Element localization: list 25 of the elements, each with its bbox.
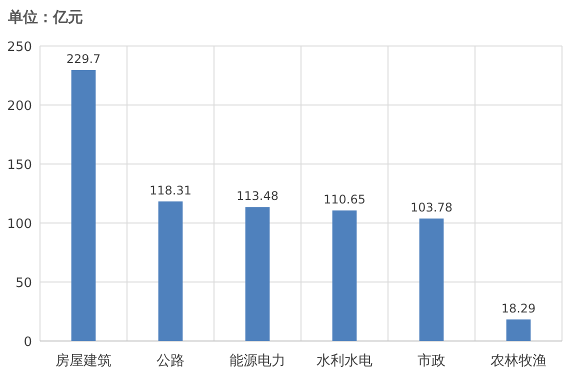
data-label: 113.48 bbox=[236, 189, 278, 204]
y-tick-label: 0 bbox=[24, 335, 32, 350]
bar bbox=[158, 201, 183, 341]
bar bbox=[506, 319, 531, 341]
data-label: 229.7 bbox=[66, 52, 101, 66]
x-tick-label: 市政 bbox=[418, 353, 446, 369]
y-tick-label: 50 bbox=[15, 276, 32, 291]
bar bbox=[332, 210, 357, 341]
y-tick-label: 250 bbox=[7, 40, 32, 55]
bar bbox=[419, 218, 444, 341]
data-label: 110.65 bbox=[324, 192, 366, 206]
y-tick-label: 150 bbox=[7, 158, 32, 173]
y-tick-label: 200 bbox=[7, 99, 32, 114]
data-label: 18.29 bbox=[501, 301, 536, 316]
x-tick-label: 公路 bbox=[156, 353, 184, 369]
x-tick-label: 农林牧渔 bbox=[490, 353, 546, 369]
data-label: 118.31 bbox=[150, 183, 192, 198]
bar bbox=[245, 207, 270, 341]
bar bbox=[71, 70, 96, 341]
x-tick-label: 房屋建筑 bbox=[56, 353, 112, 369]
x-tick-label: 能源电力 bbox=[230, 353, 286, 369]
data-label: 103.78 bbox=[410, 200, 452, 215]
chart-title: 单位：亿元 bbox=[7, 8, 83, 26]
x-tick-label: 水利水电 bbox=[316, 353, 372, 369]
y-tick-label: 100 bbox=[7, 217, 32, 232]
